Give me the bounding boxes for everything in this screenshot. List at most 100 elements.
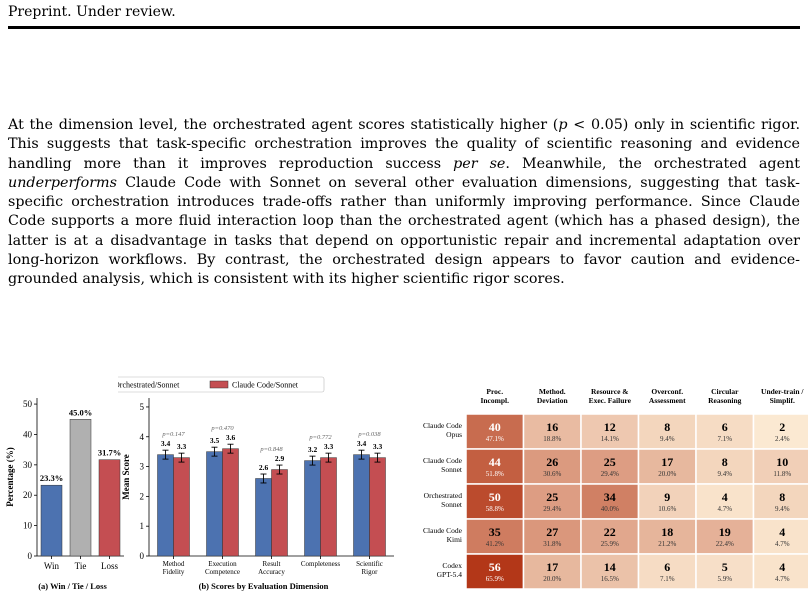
cell-count: 56 — [489, 560, 501, 574]
italic-run: underperforms — [8, 174, 117, 191]
y-tick-label: 0 — [28, 551, 33, 561]
text-run: . Meanwhile, the orchestrated agent — [505, 155, 800, 172]
x-tick-label: Fidelity — [163, 568, 185, 576]
x-tick-label: Result — [263, 560, 281, 568]
row-label: Orchestrated — [424, 491, 463, 500]
cell-count: 6 — [722, 420, 728, 434]
cell-percent: 4.7% — [775, 540, 790, 548]
cell-count: 17 — [546, 560, 558, 574]
legend-label-orchestrated: Orchestrated/Sonnet — [118, 381, 180, 390]
x-tick-label: Rigor — [362, 568, 379, 576]
bar — [157, 454, 174, 557]
y-tick-label: 5 — [140, 402, 145, 412]
cell-percent: 31.8% — [543, 540, 561, 548]
header-rule — [8, 26, 800, 29]
bar-value-label: 3.2 — [308, 445, 318, 454]
x-tick-label: Win — [44, 561, 60, 571]
row-label: Claude Code — [423, 421, 463, 430]
cell-percent: 51.8% — [486, 470, 504, 478]
heatmap-cell — [637, 553, 697, 590]
text-run: Claude Code with Sonnet on several other… — [8, 174, 800, 288]
heatmap-cell — [522, 413, 582, 450]
cell-percent: 4.7% — [717, 505, 732, 513]
heatmap-cell — [637, 448, 697, 485]
preprint-header: Preprint. Under review. — [8, 4, 176, 20]
y-tick-label: 3 — [140, 462, 145, 472]
x-tick-label: Competence — [205, 568, 240, 576]
text-run: At the dimension level, the orchestrated… — [8, 117, 559, 133]
cell-count: 14 — [604, 560, 616, 574]
italic-run: per se — [453, 155, 506, 172]
bar-value-label: 2.6 — [259, 463, 269, 472]
column-header: Incompl. — [480, 396, 509, 405]
bar-value-label: 3.4 — [357, 439, 367, 448]
bar-value-label: 3.4 — [161, 439, 171, 448]
bar-value-label: 3.3 — [324, 442, 334, 451]
row-label: Codex — [442, 561, 462, 570]
cell-count: 16 — [546, 420, 558, 434]
cell-percent: 9.4% — [775, 505, 790, 513]
y-tick-label: 30 — [23, 460, 33, 470]
cell-percent: 47.1% — [486, 435, 504, 443]
cell-count: 5 — [722, 560, 728, 574]
heatmap-cell — [752, 483, 808, 520]
heatmap-cell — [752, 448, 808, 485]
bar-value-label: 23.3% — [40, 473, 63, 483]
cell-percent: 29.4% — [543, 505, 561, 513]
x-tick-label: Scientific — [356, 560, 383, 568]
bar-value-label: 3.5 — [210, 436, 220, 445]
cell-percent: 2.4% — [775, 435, 790, 443]
heatmap-cell — [695, 483, 755, 520]
bar — [320, 457, 337, 557]
cell-count: 4 — [779, 560, 785, 574]
cell-count: 12 — [604, 420, 616, 434]
heatmap-cell — [637, 483, 697, 520]
failure-heatmap: Proc.Incompl. Method.Deviation Resource &E… — [423, 387, 808, 590]
x-tick-label: Accuracy — [258, 568, 285, 576]
bar-value-label: 3.3 — [373, 442, 383, 451]
p-value-label: p=0.038 — [357, 431, 381, 438]
bar — [40, 484, 63, 557]
column-header: Overconf. — [651, 387, 683, 396]
bar — [173, 457, 190, 557]
column-header: Proc. — [486, 387, 503, 396]
cell-percent: 41.2% — [486, 540, 504, 548]
cell-count: 18 — [661, 525, 673, 539]
bar-value-label: 3.6 — [226, 433, 236, 442]
cell-percent: 30.6% — [543, 470, 561, 478]
y-tick-label: 40 — [23, 429, 33, 439]
cell-percent: 25.9% — [601, 540, 619, 548]
row-label: Claude Code — [423, 526, 463, 535]
x-tick-label: Loss — [101, 561, 119, 571]
cell-count: 40 — [489, 420, 501, 434]
heatmap-cell — [580, 483, 640, 520]
bar — [369, 457, 386, 557]
heatmap-cell — [522, 553, 582, 590]
cell-count: 19 — [719, 525, 731, 539]
bar — [255, 478, 272, 557]
bar — [222, 448, 239, 557]
heatmap-cell — [522, 518, 582, 555]
y-axis-label: Mean Score — [121, 454, 131, 500]
bar — [271, 469, 288, 557]
p-value-label: p=0.147 — [161, 431, 185, 438]
cell-count: 2 — [779, 420, 785, 434]
bar-value-label: 3.3 — [177, 442, 187, 451]
cell-count: 4 — [779, 525, 785, 539]
cell-percent: 4.7% — [775, 575, 790, 583]
cell-percent: 58.8% — [486, 505, 504, 513]
column-header: Reasoning — [708, 396, 742, 405]
legend-swatch-claude — [209, 380, 229, 389]
cell-count: 4 — [722, 490, 728, 504]
row-label: GPT-5.4 — [437, 570, 463, 579]
row-label: Claude Code — [423, 456, 463, 465]
text-run: < 0.05) only in scientific rigor. This s… — [8, 117, 800, 172]
cell-count: 9 — [664, 490, 670, 504]
heatmap-cell — [637, 518, 697, 555]
row-label: Sonnet — [441, 500, 463, 509]
cell-count: 44 — [489, 455, 501, 469]
row-label: Opus — [446, 430, 462, 439]
cell-count: 8 — [722, 455, 728, 469]
y-tick-label: 10 — [23, 521, 33, 531]
column-header: Circular — [711, 387, 739, 396]
